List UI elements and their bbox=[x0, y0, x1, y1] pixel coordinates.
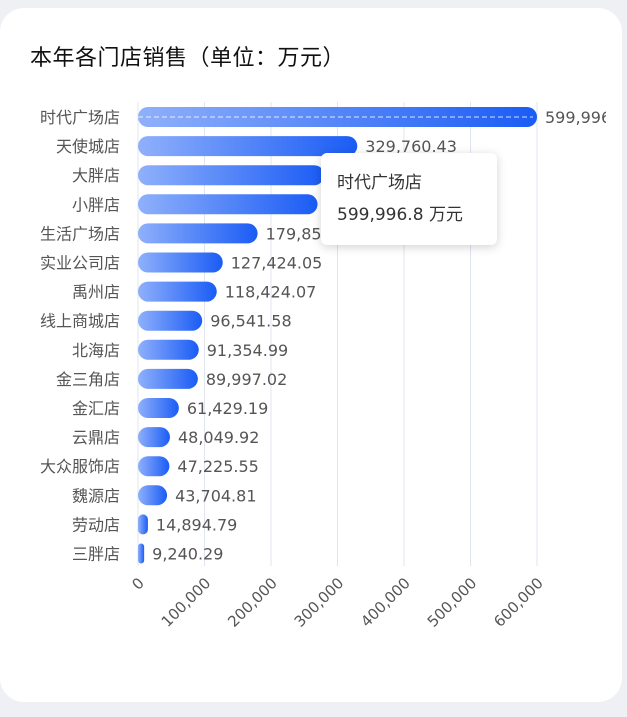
bar bbox=[138, 398, 179, 418]
tooltip-value-number: 599,996.8 bbox=[337, 205, 424, 225]
bar bbox=[138, 427, 170, 448]
bar bbox=[138, 339, 199, 360]
x-tick-label: 100,000 bbox=[158, 574, 215, 631]
data-label: 127,424.05 bbox=[231, 254, 323, 273]
category-label: 天使城店 bbox=[56, 137, 120, 156]
tooltip: 时代广场店 599,996.8 万元 bbox=[321, 153, 497, 245]
bar bbox=[138, 281, 217, 302]
category-label: 魏源店 bbox=[72, 486, 120, 505]
bar bbox=[138, 194, 318, 215]
tooltip-value-unit: 万元 bbox=[428, 205, 463, 225]
tooltip-value: 599,996.8 万元 bbox=[337, 203, 481, 227]
bar bbox=[138, 456, 170, 477]
x-tick-label: 300,000 bbox=[291, 574, 348, 631]
bar bbox=[138, 136, 358, 157]
bars: 599,996.8 329,760.43 179,850 127,424.05 118,… bbox=[138, 107, 626, 564]
x-tick-label: 400,000 bbox=[357, 574, 414, 631]
data-label: 43,704.81 bbox=[175, 486, 256, 505]
data-label: 179,850 bbox=[266, 224, 332, 243]
category-labels: 时代广场店天使城店大胖店小胖店生活广场店实业公司店禹州店线上商城店北海店金三角店… bbox=[40, 108, 120, 564]
data-label: 14,894.79 bbox=[156, 515, 237, 534]
category-label: 大胖店 bbox=[72, 166, 120, 185]
data-label: 329,760.43 bbox=[365, 137, 457, 156]
bar bbox=[138, 485, 168, 506]
category-label: 小胖店 bbox=[72, 195, 120, 214]
chart-title: 本年各门店销售（单位：万元） bbox=[30, 46, 346, 71]
category-label: 大众服饰店 bbox=[40, 457, 120, 476]
category-label: 生活广场店 bbox=[40, 224, 120, 243]
category-label: 云鼎店 bbox=[72, 428, 120, 447]
bar bbox=[138, 543, 145, 564]
category-label: 实业公司店 bbox=[40, 254, 120, 273]
x-tick-label: 600,000 bbox=[490, 574, 547, 631]
bar bbox=[138, 368, 198, 389]
data-label: 48,049.92 bbox=[178, 428, 259, 447]
bar bbox=[138, 252, 223, 273]
data-label: 61,429.19 bbox=[187, 399, 268, 418]
data-label: 118,424.07 bbox=[225, 283, 317, 302]
bar bbox=[138, 165, 325, 186]
x-tick-label: 200,000 bbox=[224, 574, 281, 631]
category-label: 禹州店 bbox=[72, 283, 120, 302]
data-label: 599,996.8 bbox=[545, 108, 626, 127]
tooltip-title: 时代广场店 bbox=[337, 173, 422, 193]
category-label: 线上商城店 bbox=[40, 312, 120, 331]
data-label: 47,225.55 bbox=[177, 457, 258, 476]
category-label: 北海店 bbox=[72, 341, 120, 360]
data-label: 91,354.99 bbox=[207, 341, 288, 360]
category-label: 时代广场店 bbox=[40, 108, 120, 127]
bar bbox=[138, 310, 203, 331]
category-label: 三胖店 bbox=[72, 545, 120, 564]
bar bbox=[138, 514, 148, 535]
category-label: 金汇店 bbox=[72, 399, 120, 418]
bar bbox=[138, 223, 258, 244]
category-label: 金三角店 bbox=[56, 370, 120, 389]
data-label: 96,541.58 bbox=[210, 312, 291, 331]
x-tick-label: 500,000 bbox=[424, 574, 481, 631]
x-axis-ticks: 0 100,000 200,000 300,000 400,000 500,000 600,… bbox=[128, 574, 546, 631]
data-label: 9,240.29 bbox=[152, 545, 223, 564]
category-label: 劳动店 bbox=[72, 515, 120, 534]
data-label: 89,997.02 bbox=[206, 370, 287, 389]
x-tick-label: 0 bbox=[128, 574, 147, 593]
bar bbox=[138, 107, 537, 127]
